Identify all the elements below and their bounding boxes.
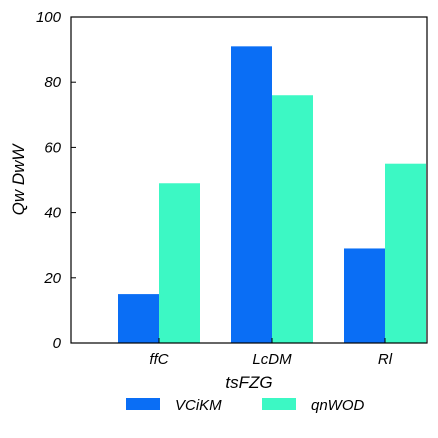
legend-swatch-qnWOD <box>262 398 296 410</box>
y-tick-label-100: 100 <box>36 9 62 26</box>
y-tick-label-40: 40 <box>44 205 61 222</box>
bars-group <box>118 46 426 344</box>
bar-qnWOD-ffC <box>159 183 200 343</box>
x-tick-label-Rl: Rl <box>378 351 393 368</box>
plot-area-frame <box>70 16 428 344</box>
bar-VCiKM-ffC <box>118 294 159 343</box>
y-tick-label-0: 0 <box>53 335 62 352</box>
bar-qnWOD-Rl <box>385 163 426 343</box>
x-axis-label: tsFZG <box>225 373 272 392</box>
y-axis-label: Qw DwW <box>9 143 28 216</box>
y-axis-ticks: 0 20 40 60 80 100 <box>36 9 76 352</box>
legend: VCiKM qnWOD <box>126 397 365 414</box>
y-tick-label-20: 20 <box>43 270 61 287</box>
bar-VCiKM-Rl <box>344 248 385 343</box>
legend-swatch-VCiKM <box>126 398 160 410</box>
x-tick-label-LcDM: LcDM <box>252 351 292 368</box>
x-axis-ticks: ffC LcDM Rl <box>149 338 393 368</box>
bar-VCiKM-LcDM <box>231 46 272 344</box>
legend-label-qnWOD: qnWOD <box>311 397 365 414</box>
y-tick-label-80: 80 <box>44 74 61 91</box>
legend-label-VCiKM: VCiKM <box>175 397 222 414</box>
bar-qnWOD-LcDM <box>272 95 313 344</box>
y-tick-label-60: 60 <box>44 139 61 156</box>
x-tick-label-ffC: ffC <box>149 351 168 368</box>
